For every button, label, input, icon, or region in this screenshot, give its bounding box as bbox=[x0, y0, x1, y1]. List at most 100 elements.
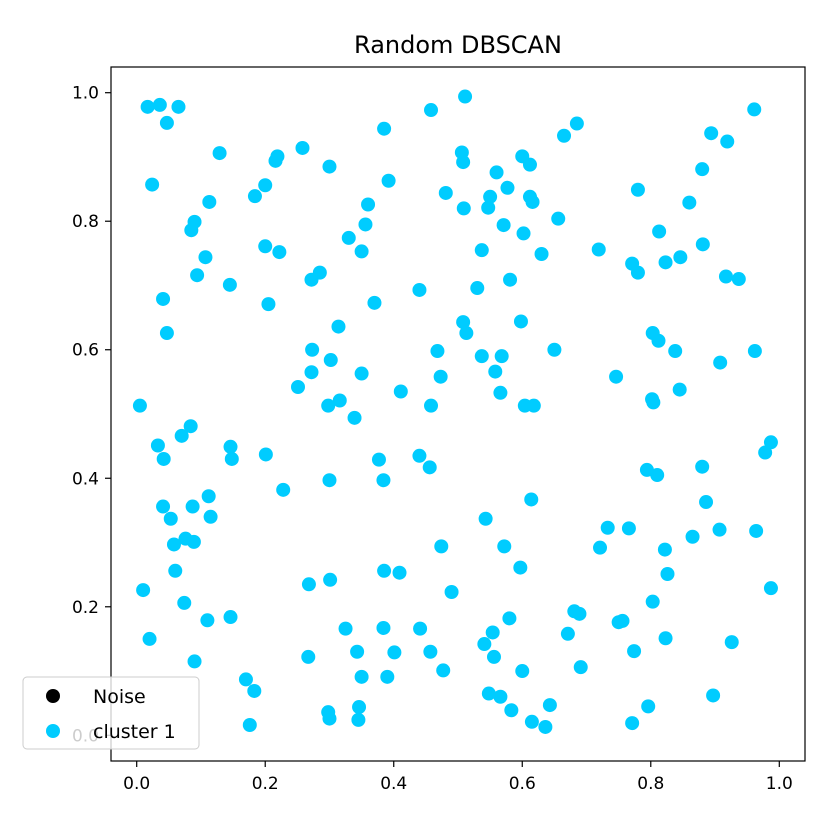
data-point bbox=[474, 349, 489, 364]
data-point bbox=[174, 428, 189, 443]
data-point bbox=[322, 473, 337, 488]
data-point bbox=[238, 672, 253, 687]
data-point bbox=[538, 719, 553, 734]
data-point bbox=[301, 649, 316, 664]
data-point bbox=[497, 539, 512, 554]
data-point bbox=[481, 686, 496, 701]
data-point bbox=[186, 534, 201, 549]
data-point bbox=[758, 445, 773, 460]
data-point bbox=[444, 585, 459, 599]
data-point bbox=[276, 482, 291, 497]
data-point bbox=[354, 669, 369, 684]
data-point bbox=[270, 149, 285, 164]
data-point bbox=[712, 522, 727, 537]
data-point bbox=[159, 326, 174, 341]
data-point bbox=[658, 631, 673, 646]
data-point bbox=[524, 492, 539, 507]
data-point bbox=[672, 382, 687, 397]
data-point bbox=[222, 277, 237, 292]
data-point bbox=[323, 572, 338, 587]
data-point bbox=[354, 244, 369, 259]
data-point bbox=[551, 211, 566, 226]
data-point bbox=[494, 349, 509, 364]
data-point bbox=[322, 711, 337, 726]
data-point bbox=[478, 511, 493, 526]
data-point bbox=[557, 128, 572, 143]
data-point bbox=[247, 683, 262, 698]
data-point bbox=[456, 315, 471, 330]
data-point bbox=[377, 121, 392, 136]
data-point bbox=[496, 218, 511, 233]
data-point bbox=[412, 282, 427, 297]
data-point bbox=[184, 223, 199, 238]
data-point bbox=[749, 523, 764, 538]
data-point bbox=[350, 644, 365, 659]
data-point bbox=[358, 217, 373, 232]
data-point bbox=[534, 246, 549, 261]
data-point bbox=[258, 239, 273, 254]
data-point bbox=[200, 613, 215, 628]
data-point bbox=[763, 435, 778, 450]
data-point bbox=[470, 281, 485, 296]
legend-label: cluster 1 bbox=[93, 721, 176, 743]
data-point bbox=[187, 654, 202, 669]
y-tick-label: 0.6 bbox=[72, 341, 99, 361]
data-point bbox=[203, 509, 218, 524]
x-axis: 0.0 0.2 0.4 0.6 0.8 1.0 bbox=[123, 761, 793, 794]
data-point bbox=[140, 99, 155, 114]
points-layer bbox=[132, 89, 778, 734]
x-tick-label: 0.8 bbox=[637, 774, 664, 794]
data-point bbox=[685, 529, 700, 544]
y-tick-label: 0.8 bbox=[72, 212, 99, 232]
data-point bbox=[392, 565, 407, 580]
data-point bbox=[393, 384, 408, 399]
x-tick-label: 0.2 bbox=[252, 774, 279, 794]
data-point bbox=[516, 226, 531, 241]
data-point bbox=[323, 353, 338, 368]
data-point bbox=[371, 452, 386, 467]
data-point bbox=[572, 606, 587, 621]
data-point bbox=[258, 178, 273, 193]
data-point bbox=[247, 189, 262, 204]
legend-marker bbox=[46, 724, 60, 738]
data-point bbox=[724, 635, 739, 650]
x-tick-label: 0.0 bbox=[123, 774, 150, 794]
data-point bbox=[525, 194, 540, 209]
data-point bbox=[522, 157, 537, 172]
data-point bbox=[493, 689, 508, 704]
data-point bbox=[351, 712, 366, 727]
data-point bbox=[424, 398, 439, 413]
data-point bbox=[424, 103, 439, 118]
data-point bbox=[376, 620, 391, 635]
data-point bbox=[720, 134, 735, 149]
x-tick-label: 1.0 bbox=[766, 774, 793, 794]
data-point bbox=[627, 644, 642, 659]
data-point bbox=[645, 392, 660, 407]
data-point bbox=[477, 637, 492, 652]
data-point bbox=[625, 716, 640, 731]
data-point bbox=[673, 250, 688, 265]
data-point bbox=[747, 344, 762, 359]
data-point bbox=[718, 269, 733, 284]
data-point bbox=[272, 245, 287, 260]
legend-frame bbox=[22, 676, 200, 750]
data-point bbox=[430, 344, 445, 359]
data-point bbox=[657, 542, 672, 557]
x-tick-label: 0.6 bbox=[509, 774, 536, 794]
data-point bbox=[456, 155, 471, 170]
data-point bbox=[338, 621, 353, 636]
data-point bbox=[641, 699, 656, 714]
data-point bbox=[526, 398, 541, 413]
data-point bbox=[422, 460, 437, 475]
data-point bbox=[515, 664, 530, 679]
data-point bbox=[412, 448, 427, 463]
data-point bbox=[650, 468, 665, 483]
data-point bbox=[660, 567, 675, 582]
data-point bbox=[168, 563, 183, 578]
data-point bbox=[591, 242, 606, 257]
data-point bbox=[183, 419, 198, 434]
data-point bbox=[202, 194, 217, 209]
data-point bbox=[652, 224, 667, 239]
data-point bbox=[486, 649, 501, 664]
